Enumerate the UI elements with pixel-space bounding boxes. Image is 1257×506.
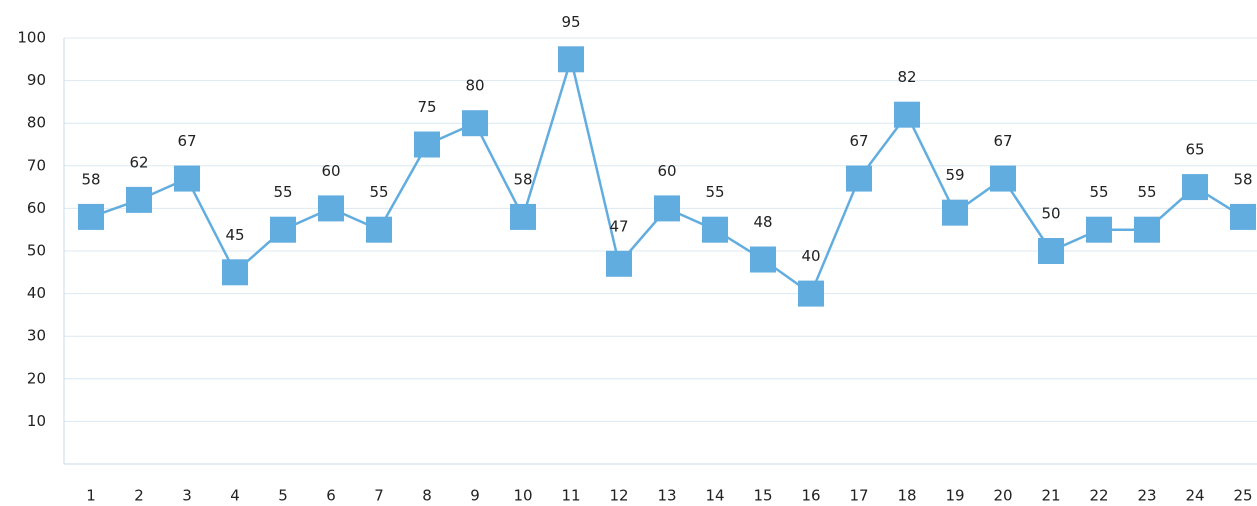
- marker: [126, 186, 152, 213]
- marker: [366, 216, 392, 243]
- marker: [1230, 203, 1256, 230]
- x-tick-label: 10: [513, 487, 532, 505]
- marker: [318, 195, 344, 222]
- data-label: 65: [1185, 141, 1204, 159]
- x-tick-label: 16: [801, 487, 820, 505]
- x-tick-label: 9: [470, 487, 480, 505]
- data-label: 55: [273, 183, 292, 201]
- x-tick-label: 21: [1041, 487, 1060, 505]
- data-label: 55: [705, 183, 724, 201]
- x-tick-label: 13: [657, 487, 676, 505]
- marker: [1086, 216, 1112, 243]
- marker: [702, 216, 728, 243]
- x-tick-label: 18: [897, 487, 916, 505]
- data-label: 82: [897, 68, 916, 86]
- data-label: 47: [609, 217, 628, 235]
- x-tick-label: 23: [1137, 487, 1156, 505]
- data-label: 95: [561, 13, 580, 31]
- marker: [606, 250, 632, 277]
- marker: [414, 131, 440, 158]
- marker: [1182, 174, 1208, 201]
- x-tick-label: 2: [134, 487, 144, 505]
- data-label: 48: [753, 213, 772, 231]
- data-label: 80: [465, 77, 484, 95]
- x-tick-label: 25: [1233, 487, 1252, 505]
- data-label: 62: [129, 153, 148, 171]
- y-tick-label: 100: [17, 29, 46, 47]
- y-tick-label: 70: [27, 156, 46, 174]
- data-label: 58: [1233, 170, 1252, 188]
- x-tick-label: 6: [326, 487, 336, 505]
- marker: [174, 165, 200, 192]
- marker: [654, 195, 680, 222]
- y-tick-label: 60: [27, 199, 46, 217]
- x-tick-label: 17: [849, 487, 868, 505]
- y-tick-label: 40: [27, 284, 46, 302]
- data-label: 58: [513, 170, 532, 188]
- x-tick-label: 3: [182, 487, 192, 505]
- marker: [270, 216, 296, 243]
- data-label: 67: [849, 132, 868, 150]
- x-tick-label: 8: [422, 487, 432, 505]
- y-tick-label: 20: [27, 369, 46, 387]
- marker: [462, 110, 488, 137]
- y-tick-label: 50: [27, 242, 46, 260]
- data-label: 67: [177, 132, 196, 150]
- x-tick-label: 15: [753, 487, 772, 505]
- data-label: 55: [1137, 183, 1156, 201]
- x-tick-label: 5: [278, 487, 288, 505]
- marker: [510, 203, 536, 230]
- y-tick-label: 10: [27, 412, 46, 430]
- marker: [846, 165, 872, 192]
- y-tick-label: 90: [27, 71, 46, 89]
- marker: [1134, 216, 1160, 243]
- x-tick-label: 20: [993, 487, 1012, 505]
- data-label: 45: [225, 226, 244, 244]
- marker: [558, 46, 584, 73]
- marker: [222, 259, 248, 286]
- data-label: 55: [369, 183, 388, 201]
- marker: [894, 101, 920, 128]
- data-label: 40: [801, 247, 820, 265]
- x-tick-label: 14: [705, 487, 724, 505]
- data-label: 75: [417, 98, 436, 116]
- data-label: 50: [1041, 205, 1060, 223]
- data-label: 59: [945, 166, 964, 184]
- data-label: 58: [81, 170, 100, 188]
- x-tick-label: 1: [86, 487, 96, 505]
- marker: [990, 165, 1016, 192]
- x-tick-label: 7: [374, 487, 384, 505]
- y-tick-label: 80: [27, 114, 46, 132]
- x-tick-label: 4: [230, 487, 240, 505]
- marker: [1038, 238, 1064, 264]
- data-label: 55: [1089, 183, 1108, 201]
- marker: [942, 199, 968, 226]
- x-tick-label: 19: [945, 487, 964, 505]
- marker: [798, 280, 824, 307]
- x-tick-label: 22: [1089, 487, 1108, 505]
- data-label: 67: [993, 132, 1012, 150]
- data-label: 60: [321, 162, 340, 180]
- y-tick-label: 30: [27, 327, 46, 345]
- x-tick-label: 11: [561, 487, 580, 505]
- x-tick-label: 12: [609, 487, 628, 505]
- x-tick-label: 24: [1185, 487, 1204, 505]
- data-label: 60: [657, 162, 676, 180]
- marker: [750, 246, 776, 273]
- marker: [78, 203, 104, 230]
